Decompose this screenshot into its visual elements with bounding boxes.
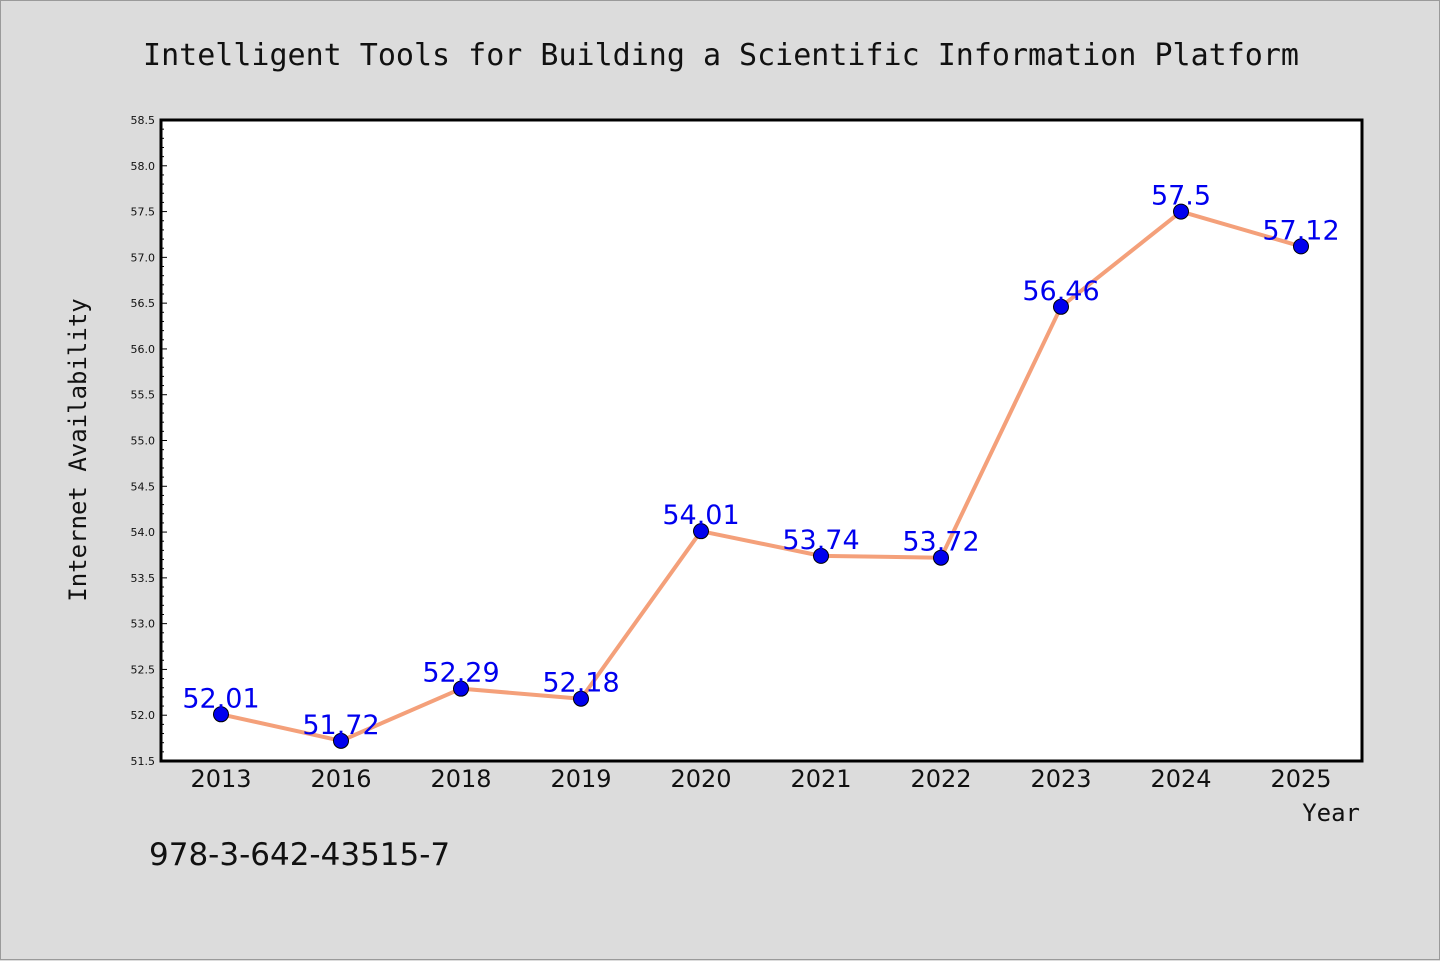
- y-tick-label: 52.5: [131, 663, 156, 676]
- data-point: [813, 547, 829, 564]
- x-tick-label: 2018: [430, 765, 491, 793]
- y-tick-label: 54.0: [131, 526, 156, 539]
- data-point: [213, 706, 229, 723]
- footer-id-text: 978-3-642-43515-7: [149, 837, 450, 873]
- x-tick-label: 2022: [910, 765, 971, 793]
- y-axis-title: Internet Availability: [64, 298, 92, 601]
- y-tick-label: 55.0: [131, 435, 156, 448]
- x-tick-label: 2019: [550, 765, 611, 793]
- x-axis-title: Year: [1302, 799, 1360, 827]
- y-axis: 51.5 52.0 52.5 53.0 53.5 54.0 54.5 55.0 55.5 56.0…: [131, 114, 167, 768]
- data-point: [1173, 203, 1189, 220]
- y-tick-label: 54.5: [131, 480, 156, 493]
- y-tick-label: 52.0: [131, 709, 156, 722]
- data-labels: 52.01 51.72 52.29 52.18 54.01 53.74 53.72 56.46…: [182, 181, 1339, 741]
- y-tick-label: 57.0: [131, 251, 156, 264]
- y-tick-label: 58.0: [131, 160, 156, 173]
- data-label: 57.12: [1262, 215, 1339, 246]
- data-label: 53.74: [782, 525, 859, 556]
- x-tick-label: 2020: [670, 765, 731, 793]
- data-label: 56.46: [1022, 276, 1099, 307]
- x-tick-label: 2013: [190, 765, 251, 793]
- x-axis: 2013 2016 2018 2019 2020 2021 2022 2023 2024 2025: [190, 765, 1331, 793]
- y-tick-label: 55.5: [131, 389, 156, 402]
- chart-title: Intelligent Tools for Building a Scienti…: [143, 38, 1299, 73]
- data-label: 57.5: [1151, 181, 1211, 212]
- y-tick-label: 51.5: [131, 755, 156, 768]
- data-label: 52.29: [422, 658, 499, 689]
- data-label: 52.18: [542, 668, 619, 699]
- y-tick-label: 57.5: [131, 206, 156, 219]
- data-label: 53.72: [902, 527, 979, 558]
- data-label: 52.01: [182, 683, 259, 714]
- data-label: 54.01: [662, 500, 739, 531]
- y-tick-label: 56.5: [131, 297, 156, 310]
- data-point: [1053, 298, 1069, 315]
- x-tick-label: 2025: [1270, 765, 1331, 793]
- plot-border: [159, 118, 1364, 763]
- y-tick-label: 56.0: [131, 343, 156, 356]
- series-line: [220, 209, 1302, 743]
- data-label: 51.72: [302, 710, 379, 741]
- data-point: [333, 732, 349, 749]
- y-tick-label: 53.5: [131, 572, 156, 585]
- x-tick-label: 2024: [1150, 765, 1211, 793]
- data-markers: [213, 203, 1309, 749]
- data-point: [573, 690, 589, 707]
- x-tick-label: 2021: [790, 765, 851, 793]
- data-point: [1293, 238, 1309, 255]
- data-point: [933, 549, 949, 566]
- data-point: [693, 523, 709, 540]
- y-tick-label: 53.0: [131, 618, 156, 631]
- data-point: [453, 680, 469, 697]
- y-tick-label: 58.5: [131, 114, 156, 127]
- x-tick-label: 2016: [310, 765, 371, 793]
- x-tick-label: 2023: [1030, 765, 1091, 793]
